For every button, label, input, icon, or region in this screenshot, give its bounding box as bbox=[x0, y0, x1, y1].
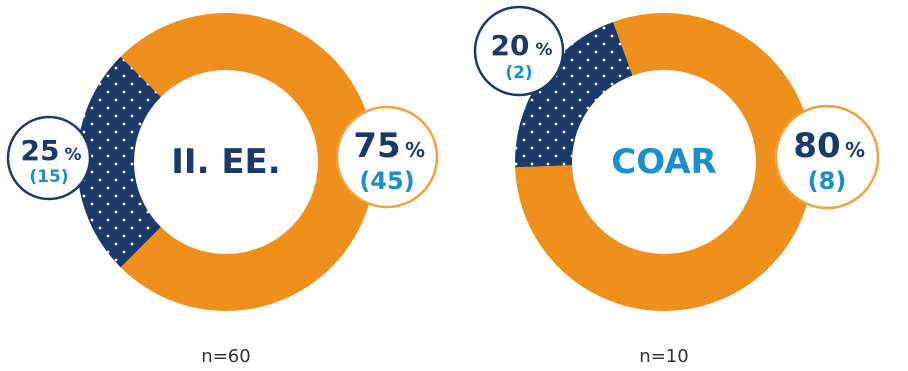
n-label-ii-ee: n=60 bbox=[201, 346, 250, 367]
percent-sign-primary-coar: % bbox=[845, 138, 865, 162]
count-label-primary-coar: (8) bbox=[808, 167, 847, 195]
donut-coar: COAR 20 % (2) 80 % (8) n=10 bbox=[473, 5, 880, 367]
bubble-circle bbox=[335, 105, 439, 209]
count-label-primary-ii-ee: (45) bbox=[359, 167, 414, 195]
donut-slices-ii-ee bbox=[76, 12, 376, 311]
percent-label-primary-coar: 80 bbox=[793, 126, 840, 166]
count-label-secondary-coar: (2) bbox=[505, 63, 532, 83]
center-label-ii-ee: II. EE. bbox=[171, 142, 280, 182]
slice-primary bbox=[120, 12, 376, 311]
bubble-secondary-ii-ee: 25 % (15) bbox=[6, 115, 92, 201]
count-label-secondary-ii-ee: (15) bbox=[29, 167, 68, 187]
n-label-coar: n=10 bbox=[639, 346, 688, 367]
slice-primary bbox=[515, 13, 813, 312]
bubble-circle bbox=[6, 115, 92, 201]
percent-label-secondary-coar: 20 bbox=[491, 29, 530, 62]
slice-secondary bbox=[515, 21, 633, 168]
percent-sign-primary-ii-ee: % bbox=[405, 138, 425, 162]
percent-label-primary-ii-ee: 75 bbox=[353, 126, 400, 166]
bubble-circle bbox=[473, 5, 565, 97]
donut-slices-coar bbox=[515, 13, 813, 312]
bubble-primary-ii-ee: 75 % (45) bbox=[335, 105, 439, 209]
donut-ii-ee: II. EE. 25 % (15) 75 % (45) n=60 bbox=[6, 12, 439, 367]
bubble-circle bbox=[774, 104, 880, 210]
center-label-coar: COAR bbox=[611, 142, 716, 182]
percent-label-secondary-ii-ee: 25 bbox=[21, 134, 60, 167]
bubble-secondary-coar: 20 % (2) bbox=[473, 5, 565, 97]
percent-sign-secondary-coar: % bbox=[535, 40, 552, 60]
slice-secondary bbox=[76, 56, 161, 268]
bubble-primary-coar: 80 % (8) bbox=[774, 104, 880, 210]
percent-sign-secondary-ii-ee: % bbox=[64, 145, 81, 165]
